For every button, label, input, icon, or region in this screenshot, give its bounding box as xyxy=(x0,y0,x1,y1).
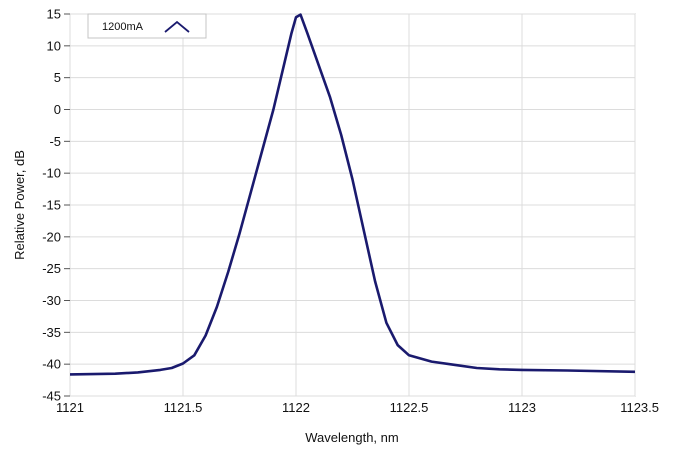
y-tick-label: 0 xyxy=(54,102,61,117)
legend-line-icon xyxy=(164,20,190,33)
legend-label: 1200mA xyxy=(102,21,144,33)
y-tick-label: -20 xyxy=(42,229,61,244)
y-tick-label: -30 xyxy=(42,293,61,308)
y-tick-label: -10 xyxy=(42,166,61,181)
y-tick-label: 10 xyxy=(47,38,61,53)
y-tick-label: -15 xyxy=(42,198,61,213)
x-tick-label: 1121.5 xyxy=(164,400,203,415)
series-line xyxy=(69,13,636,376)
x-tick-label: 1122.5 xyxy=(390,400,429,415)
tick-labels: 1121 1121.5 1122 1122.5 1123 1123.5 15 10 5 0 -5 -1… xyxy=(42,7,659,416)
x-tick-label: 1121 xyxy=(56,400,84,415)
y-tick-label: 5 xyxy=(54,70,61,85)
legend-box xyxy=(87,13,207,39)
series-layer xyxy=(69,13,636,376)
x-tick-label: 1123 xyxy=(508,400,536,415)
legend: 1200mA xyxy=(87,13,207,39)
y-axis-label: Relative Power, dB xyxy=(12,150,27,260)
grid-lines xyxy=(64,13,636,397)
x-tick-label: 1123.5 xyxy=(620,400,659,415)
y-tick-label: -5 xyxy=(49,134,61,149)
x-axis-label: Wavelength, nm xyxy=(305,430,398,445)
y-tick-label: 15 xyxy=(47,7,61,22)
y-tick-label: -35 xyxy=(42,325,61,340)
y-tick-label: -40 xyxy=(42,357,61,372)
y-tick-label: -25 xyxy=(42,261,61,276)
y-tick-label: -45 xyxy=(42,389,61,404)
x-tick-label: 1122 xyxy=(282,400,310,415)
